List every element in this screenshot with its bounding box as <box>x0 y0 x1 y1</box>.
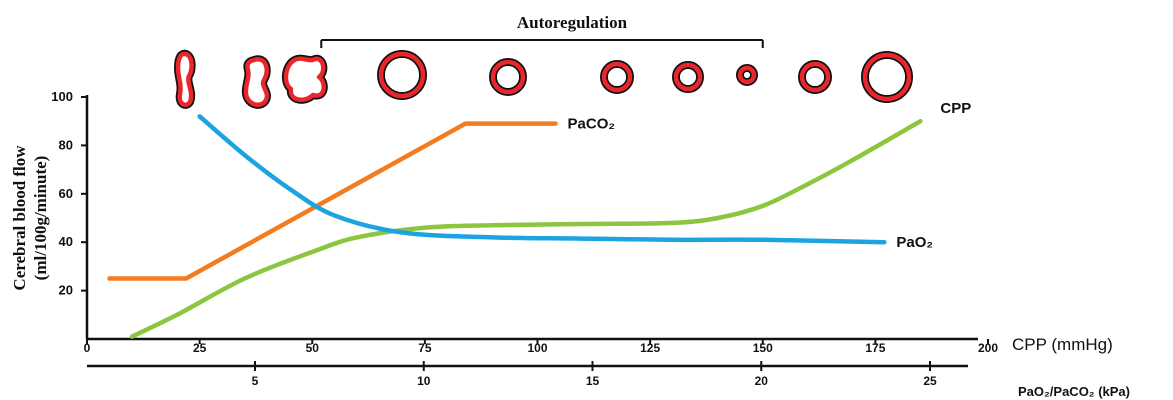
y-axis-label-line2: (ml/100g/minute) <box>31 156 50 281</box>
series-lines: CPP PaCO₂ PaO₂ <box>107 100 971 339</box>
vessel-icon <box>798 60 832 94</box>
vessel-icon <box>489 58 527 96</box>
x-tick-label: 50 <box>306 341 320 355</box>
y-axis-label-line1: Cerebral blood flow <box>10 145 29 291</box>
x2-tick-label: 20 <box>755 374 769 388</box>
vessel-icon <box>736 64 758 86</box>
y-tick-label: 100 <box>51 89 73 104</box>
series-label: CPP <box>940 100 971 117</box>
x-tick-label: 150 <box>753 341 773 355</box>
y-tick-label: 80 <box>59 137 73 152</box>
series-label: PaCO₂ <box>568 116 616 133</box>
series-line <box>129 118 923 339</box>
vessel-diagrams <box>174 49 913 109</box>
x-tick-label: 100 <box>527 341 547 355</box>
series-line <box>197 114 887 245</box>
x-tick-label: 200 <box>978 341 998 355</box>
autoregulation-bracket: Autoregulation <box>320 13 764 48</box>
chart-title: Autoregulation <box>517 13 628 32</box>
vessel-icon <box>282 54 328 104</box>
y-tick-label: 20 <box>59 283 73 298</box>
vessel-icon <box>861 51 913 103</box>
x-tick-label: 25 <box>193 341 207 355</box>
y-tick-label: 40 <box>59 234 73 249</box>
x2-tick-label: 25 <box>923 374 937 388</box>
vessel-icon <box>672 61 704 93</box>
x2-tick-label: 15 <box>586 374 600 388</box>
series-line <box>107 121 558 281</box>
vessel-icon <box>174 49 196 109</box>
x-tick-label: 75 <box>418 341 432 355</box>
y-tick-label: 60 <box>59 186 73 201</box>
x2-tick-label: 10 <box>417 374 431 388</box>
x2-tick-label: 5 <box>252 374 259 388</box>
x-tick-label: 175 <box>865 341 885 355</box>
vessel-icon <box>377 50 427 100</box>
x2-axis-label: PaO₂/PaCO₂ (kPa) <box>1018 384 1130 399</box>
series-label: PaO₂ <box>896 234 933 251</box>
x-axis-label: CPP (mmHg) <box>1012 335 1113 354</box>
vessel-icon <box>600 60 634 94</box>
x-tick-label: 125 <box>640 341 660 355</box>
x-tick-label: 0 <box>84 341 91 355</box>
axes: 20 40 60 80 100 0 25 50 75 100 125 150 175 200 5 10 15… <box>51 89 998 388</box>
vessel-icon <box>241 55 271 109</box>
